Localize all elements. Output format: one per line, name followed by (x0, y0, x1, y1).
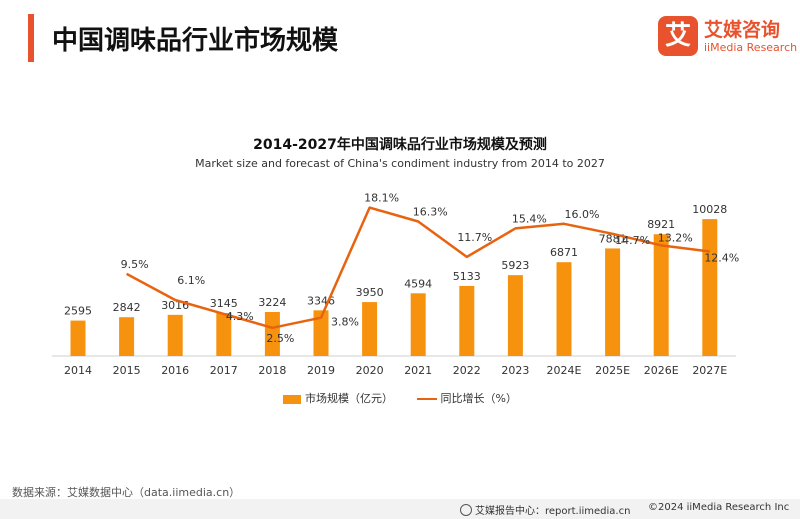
title-accent-bar: 中国调味品行业市场规模 (28, 14, 338, 62)
legend-line-swatch (416, 398, 437, 400)
bar-value-label: 3145 (210, 297, 238, 310)
growth-value-label: 18.1% (364, 192, 399, 205)
x-tick-label: 2020 (356, 364, 384, 377)
growth-line (126, 206, 710, 330)
growth-value-label: 11.7% (457, 231, 492, 244)
bar-2019 (313, 310, 329, 356)
bar-value-label: 6871 (550, 246, 578, 259)
bar-2027E (702, 219, 718, 356)
data-source: 数据来源：艾媒数据中心（data.iimedia.cn） (12, 486, 241, 499)
growth-value-label: 14.7% (615, 234, 650, 247)
logo-mark-icon: 艾 (658, 16, 698, 56)
legend-label-market-size: 市场规模（亿元） (305, 392, 394, 405)
bar-2023 (507, 275, 523, 356)
x-tick-label: 2026E (644, 364, 679, 377)
x-tick-label: 2019 (307, 364, 335, 377)
growth-value-label: 15.4% (512, 212, 547, 225)
x-tick-label: 2017 (210, 364, 238, 377)
bar-value-label: 8921 (647, 218, 675, 231)
bar-2021 (410, 293, 426, 356)
legend-label-growth: 同比增长（%） (440, 392, 517, 405)
x-tick-label: 2023 (501, 364, 529, 377)
chart-legend: 市场规模（亿元） 同比增长（%） (0, 390, 800, 406)
growth-value-label: 16.0% (565, 208, 600, 221)
bar-2026E (653, 234, 669, 356)
growth-value-label: 13.2% (658, 231, 693, 244)
growth-value-label: 4.3% (226, 310, 254, 323)
bar-2017 (216, 313, 232, 356)
growth-value-label: 9.5% (121, 258, 149, 271)
x-tick-label: 2027E (692, 364, 727, 377)
bar-2025E (605, 248, 621, 356)
bar-2024E (556, 262, 572, 356)
footer-copyright: ©2024 iiMedia Research Inc (648, 502, 790, 513)
chart-subtitle: Market size and forecast of China's cond… (195, 157, 605, 170)
bar-2022 (459, 285, 475, 356)
logo-english-name: iiMedia Research (704, 41, 798, 54)
page-title: 中国调味品行业市场规模 (52, 26, 339, 56)
brand-logo: 艾 艾媒咨询 iiMedia Research (658, 14, 797, 60)
bar-value-label: 3950 (356, 286, 384, 299)
footer-report-text: 艾媒报告中心：report.iimedia.cn (475, 506, 631, 517)
bar-value-label: 5133 (453, 270, 481, 283)
logo-chinese-name: 艾媒咨询 (704, 19, 781, 41)
bar-value-label: 10028 (692, 203, 727, 216)
bar-2015 (119, 317, 135, 356)
x-tick-label: 2022 (453, 364, 481, 377)
bar-2020 (362, 302, 378, 356)
legend-item-growth: 同比增长（%） (416, 390, 517, 406)
footer-bar: 艾媒报告中心：report.iimedia.cn ©2024 iiMedia R… (0, 499, 800, 519)
x-tick-label: 2016 (161, 364, 189, 377)
legend-item-market-size: 市场规模（亿元） (283, 390, 393, 406)
bar-value-label: 2595 (64, 305, 92, 318)
globe-icon (460, 504, 472, 516)
bar-value-label: 4594 (404, 277, 432, 290)
bar-2014 (70, 320, 86, 356)
bar-value-label: 5923 (501, 259, 529, 272)
bar-value-label: 3224 (258, 296, 286, 309)
x-tick-label: 2018 (258, 364, 286, 377)
chart-title: 2014-2027年中国调味品行业市场规模及预测 (253, 137, 547, 153)
bar-value-label: 2842 (113, 301, 141, 314)
growth-value-label: 3.8% (331, 316, 359, 329)
legend-bar-swatch (283, 394, 302, 404)
bar-2018 (264, 311, 280, 356)
x-tick-label: 2015 (113, 364, 141, 377)
x-tick-label: 2021 (404, 364, 432, 377)
bar-2016 (167, 314, 183, 356)
growth-value-label: 12.4% (704, 252, 739, 265)
growth-value-label: 6.1% (177, 274, 205, 287)
x-tick-label: 2025E (595, 364, 630, 377)
growth-value-label: 2.5% (266, 332, 294, 345)
footer-report-link[interactable]: 艾媒报告中心：report.iimedia.cn (460, 502, 630, 517)
x-tick-label: 2014 (64, 364, 92, 377)
growth-value-label: 16.3% (413, 205, 448, 218)
x-tick-label: 2024E (547, 364, 582, 377)
